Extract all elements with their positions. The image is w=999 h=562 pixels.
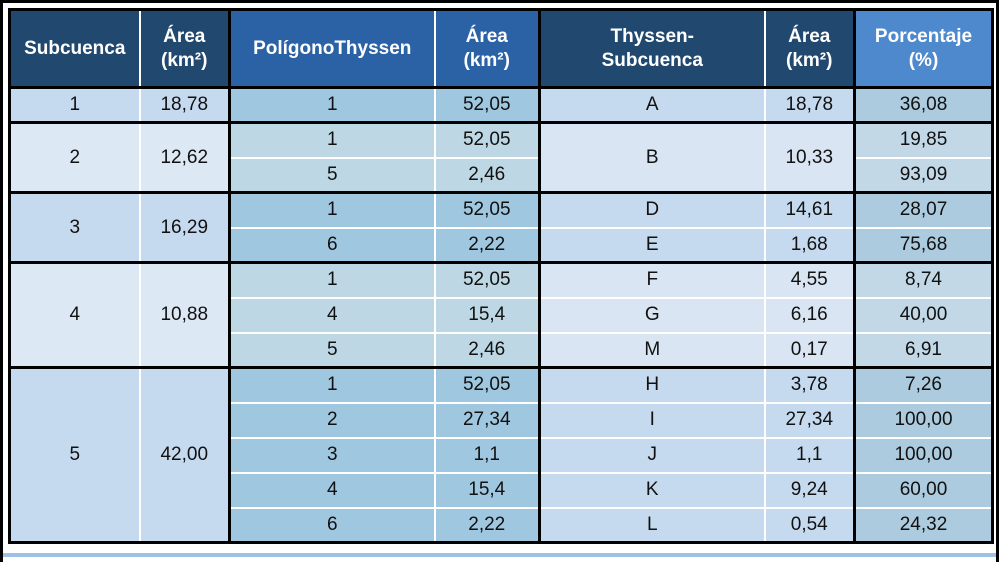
cell-thyssen-area: 4,55 bbox=[763, 261, 856, 299]
cell-poligono-area: 2,46 bbox=[433, 156, 541, 194]
table-row: 6 2,22 E 1,68 75,68 bbox=[10, 226, 994, 264]
cell-poligono: 1 bbox=[228, 191, 436, 229]
cell-thyssen-area: 18,78 bbox=[763, 86, 856, 124]
cell-poligono-area: 15,4 bbox=[433, 296, 541, 334]
cell-poligono-area: 2,22 bbox=[433, 506, 541, 544]
table-row: 4 10,88 1 52,05 F 4,55 8,74 bbox=[8, 261, 994, 369]
cell-subcuenca: 3 bbox=[8, 191, 141, 264]
cell-poligono-area: 52,05 bbox=[433, 86, 541, 124]
cell-poligono: 2 bbox=[228, 401, 436, 439]
header-row: Subcuenca Área (km²) PolígonoThyssen Áre… bbox=[8, 8, 994, 89]
header-subcuenca: Subcuenca bbox=[8, 8, 141, 89]
cell-thyssen: D bbox=[538, 191, 766, 229]
cell-thyssen-area: 6,16 bbox=[763, 296, 856, 334]
header-poligono-thyssen: PolígonoThyssen bbox=[228, 8, 436, 89]
cell-thyssen: E bbox=[538, 226, 766, 264]
cell-poligono-area: 52,05 bbox=[433, 261, 541, 299]
header-area-poligono: Área (km²) bbox=[433, 8, 541, 89]
cell-thyssen-area: 27,34 bbox=[763, 401, 856, 439]
cell-subcuenca: 1 bbox=[8, 86, 141, 124]
cell-poligono: 1 bbox=[228, 86, 436, 124]
cell-subcuenca: 4 bbox=[8, 261, 141, 369]
cell-porcentaje: 24,32 bbox=[853, 506, 994, 544]
cell-poligono-area: 2,46 bbox=[433, 331, 541, 369]
cell-porcentaje: 60,00 bbox=[853, 471, 994, 509]
thyssen-area-table: Subcuenca Área (km²) PolígonoThyssen Áre… bbox=[8, 8, 994, 544]
cell-thyssen: G bbox=[538, 296, 766, 334]
cell-thyssen-area: 10,33 bbox=[763, 121, 856, 194]
cell-porcentaje: 7,26 bbox=[853, 366, 994, 404]
cell-poligono-area: 15,4 bbox=[433, 471, 541, 509]
cell-thyssen: B bbox=[538, 121, 766, 194]
cell-poligono: 6 bbox=[228, 226, 436, 264]
cell-subcuenca: 5 bbox=[8, 366, 141, 544]
header-area-thyssen: Área (km²) bbox=[763, 8, 856, 89]
table-row: 4 15,4 G 6,16 40,00 bbox=[10, 296, 994, 334]
cell-thyssen-area: 9,24 bbox=[763, 471, 856, 509]
cell-thyssen: K bbox=[538, 471, 766, 509]
cell-subcuenca-area: 18,78 bbox=[138, 86, 231, 124]
cell-thyssen: A bbox=[538, 86, 766, 124]
cell-thyssen: J bbox=[538, 436, 766, 474]
header-thyssen-subcuenca: Thyssen- Subcuenca bbox=[538, 8, 766, 89]
cell-thyssen-area: 14,61 bbox=[763, 191, 856, 229]
cell-thyssen: I bbox=[538, 401, 766, 439]
bottom-divider bbox=[0, 553, 999, 557]
cell-thyssen-area: 1,68 bbox=[763, 226, 856, 264]
cell-porcentaje: 19,85 bbox=[853, 121, 994, 159]
cell-subcuenca-area: 12,62 bbox=[138, 121, 231, 194]
table-row: 6 2,22 L 0,54 24,32 bbox=[10, 506, 994, 544]
cell-subcuenca: 2 bbox=[8, 121, 141, 194]
cell-subcuenca-area: 16,29 bbox=[138, 191, 231, 264]
table-row: 5 42,00 1 52,05 H 3,78 7,26 bbox=[8, 366, 994, 544]
cell-porcentaje: 100,00 bbox=[853, 401, 994, 439]
cell-poligono: 6 bbox=[228, 506, 436, 544]
cell-thyssen: F bbox=[538, 261, 766, 299]
cell-poligono-area: 52,05 bbox=[433, 366, 541, 404]
cell-subcuenca-area: 10,88 bbox=[138, 261, 231, 369]
cell-subcuenca-area: 42,00 bbox=[138, 366, 231, 544]
cell-porcentaje: 6,91 bbox=[853, 331, 994, 369]
cell-poligono: 3 bbox=[228, 436, 436, 474]
cell-porcentaje: 8,74 bbox=[853, 261, 994, 299]
cell-thyssen-area: 0,17 bbox=[763, 331, 856, 369]
header-porcentaje: Porcentaje (%) bbox=[853, 8, 994, 89]
cell-porcentaje: 100,00 bbox=[853, 436, 994, 474]
table-row: 2 27,34 I 27,34 100,00 bbox=[10, 401, 994, 439]
cell-porcentaje: 93,09 bbox=[853, 156, 994, 194]
cell-poligono-area: 52,05 bbox=[433, 191, 541, 229]
cell-poligono: 1 bbox=[228, 261, 436, 299]
cell-thyssen-area: 1,1 bbox=[763, 436, 856, 474]
table-row: 5 2,46 93,09 bbox=[10, 156, 994, 194]
cell-poligono-area: 27,34 bbox=[433, 401, 541, 439]
cell-poligono-area: 52,05 bbox=[433, 121, 541, 159]
table-row: 2 12,62 1 52,05 B 10,33 19,85 bbox=[8, 121, 994, 194]
cell-poligono: 5 bbox=[228, 156, 436, 194]
cell-porcentaje: 36,08 bbox=[853, 86, 994, 124]
cell-thyssen-area: 0,54 bbox=[763, 506, 856, 544]
header-area-subcuenca: Área (km²) bbox=[138, 8, 231, 89]
cell-poligono: 5 bbox=[228, 331, 436, 369]
table-row: 3 16,29 1 52,05 D 14,61 28,07 bbox=[8, 191, 994, 264]
cell-thyssen-area: 3,78 bbox=[763, 366, 856, 404]
cell-porcentaje: 75,68 bbox=[853, 226, 994, 264]
cell-poligono: 4 bbox=[228, 296, 436, 334]
cell-poligono: 1 bbox=[228, 366, 436, 404]
cell-poligono-area: 2,22 bbox=[433, 226, 541, 264]
cell-porcentaje: 28,07 bbox=[853, 191, 994, 229]
table-row: 5 2,46 M 0,17 6,91 bbox=[10, 331, 994, 369]
cell-poligono: 1 bbox=[228, 121, 436, 159]
thyssen-area-table-wrap: Subcuenca Área (km²) PolígonoThyssen Áre… bbox=[8, 8, 994, 544]
cell-thyssen: H bbox=[538, 366, 766, 404]
table-row: 4 15,4 K 9,24 60,00 bbox=[10, 471, 994, 509]
cell-thyssen: M bbox=[538, 331, 766, 369]
cell-porcentaje: 40,00 bbox=[853, 296, 994, 334]
cell-poligono-area: 1,1 bbox=[433, 436, 541, 474]
table-row: 3 1,1 J 1,1 100,00 bbox=[10, 436, 994, 474]
table-row: 1 18,78 1 52,05 A 18,78 36,08 bbox=[8, 86, 994, 124]
cell-thyssen: L bbox=[538, 506, 766, 544]
cell-poligono: 4 bbox=[228, 471, 436, 509]
